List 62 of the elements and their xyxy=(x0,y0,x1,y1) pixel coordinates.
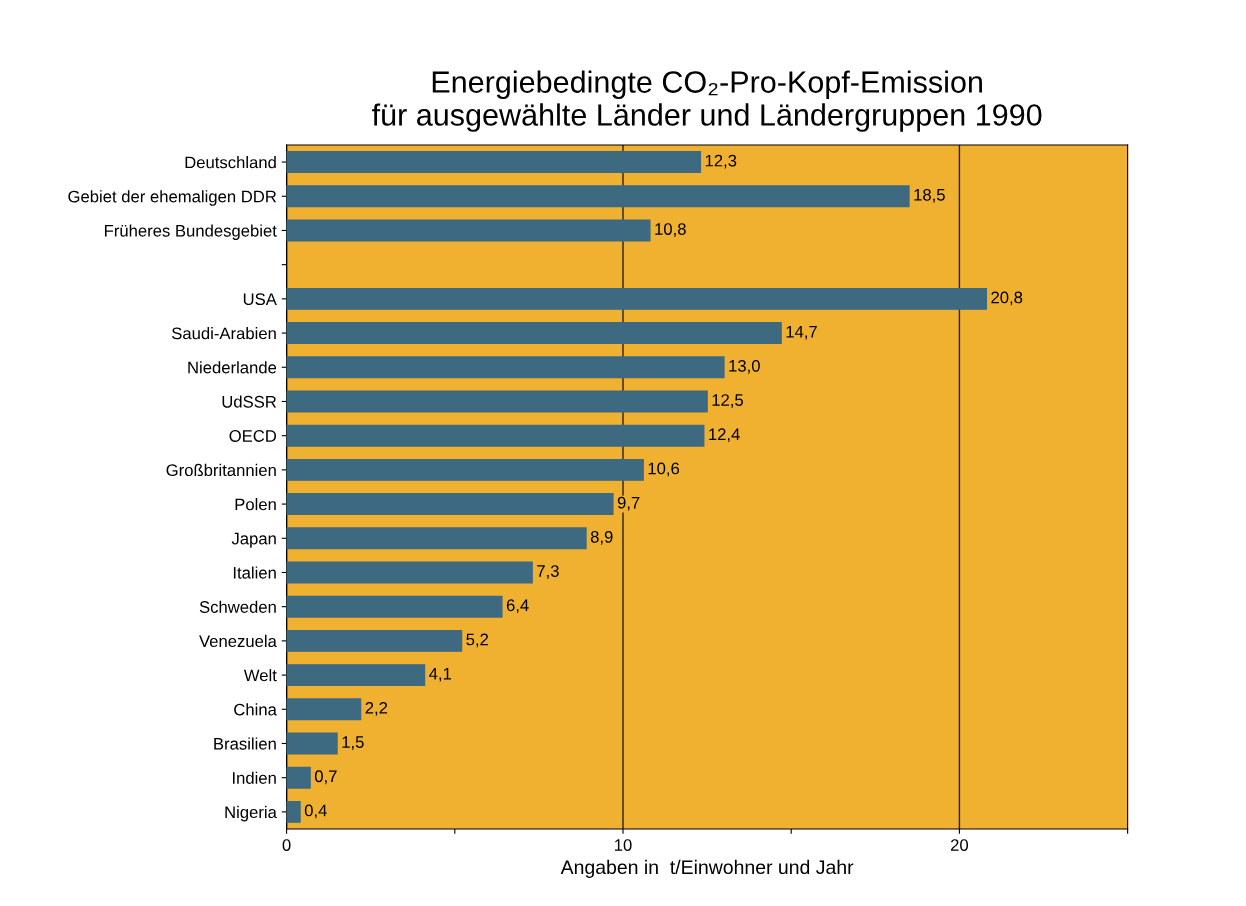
data-label: 7,3 xyxy=(537,565,559,579)
y-tick-label: Saudi-Arabien xyxy=(172,327,276,340)
data-label: 5,2 xyxy=(466,633,489,648)
data-label: 12,4 xyxy=(709,428,740,443)
bar xyxy=(286,458,644,481)
y-tick-label: Brasilien xyxy=(214,737,276,750)
data-label: 10,6 xyxy=(648,462,680,477)
data-label: 12,3 xyxy=(705,154,737,169)
data-label: 1,5 xyxy=(342,736,364,750)
y-tick-label: China xyxy=(234,703,277,716)
bar xyxy=(286,629,463,652)
y-tick-label: Niederlande xyxy=(188,361,277,374)
bar xyxy=(286,766,311,789)
y-tick-label: USA xyxy=(243,293,277,306)
bar xyxy=(286,595,503,618)
bar xyxy=(286,732,338,755)
bar xyxy=(286,151,702,174)
bar xyxy=(286,185,910,208)
y-tick-label: UdSSR xyxy=(222,395,277,408)
bar xyxy=(286,493,614,516)
x-tick-label: 20 xyxy=(950,839,969,851)
bar xyxy=(286,356,725,379)
bar xyxy=(286,561,533,584)
y-tick-label: Polen xyxy=(235,498,276,511)
bar xyxy=(286,664,426,687)
bar xyxy=(286,287,988,310)
bar xyxy=(286,698,362,721)
y-tick-label: Japan xyxy=(231,532,276,548)
x-axis-title: Angaben in t/Einwohner und Jahr xyxy=(560,859,854,878)
data-label: 9,7 xyxy=(617,496,640,511)
bar xyxy=(286,390,708,413)
y-tick-label: Nigeria xyxy=(225,805,277,822)
y-tick-label: Welt xyxy=(243,669,277,682)
data-label: 0,4 xyxy=(304,804,327,819)
data-label: 0,7 xyxy=(314,770,337,785)
y-tick-label: Indien xyxy=(232,771,276,784)
bar xyxy=(286,219,651,242)
data-label: 20,8 xyxy=(991,291,1023,306)
data-label: 6,4 xyxy=(506,599,529,614)
data-label: 13,0 xyxy=(729,359,760,374)
y-tick-label: OECD xyxy=(229,430,277,442)
y-tick-label: Gebiet der ehemaligen DDR xyxy=(68,190,277,206)
y-tick-label: Großbritannien xyxy=(166,463,276,477)
y-tick-label: Italien xyxy=(233,566,276,579)
data-label: 8,9 xyxy=(590,530,613,545)
bar xyxy=(286,322,782,345)
bar xyxy=(286,424,705,447)
data-label: 4,1 xyxy=(429,667,452,682)
y-tick-label: Venezuela xyxy=(199,634,277,648)
data-label: 12,5 xyxy=(712,394,744,408)
data-label: 18,5 xyxy=(914,188,945,203)
y-tick-label: Schweden xyxy=(199,600,276,613)
x-tick-label: 0 xyxy=(282,839,291,851)
data-label: 10,8 xyxy=(655,223,686,237)
y-tick-label: Früheres Bundesgebiet xyxy=(104,224,277,240)
chart-title: Energiebedingte CO₂-Pro-Kopf-Emission für ausgewählte Länder und Ländergruppen 1990 xyxy=(372,70,1042,132)
data-label: 2,2 xyxy=(365,701,388,716)
bar xyxy=(286,527,587,550)
bar xyxy=(286,800,301,823)
data-label: 14,7 xyxy=(786,325,817,340)
x-tick-label: 10 xyxy=(615,839,632,851)
y-tick-label: Deutschland xyxy=(185,156,276,169)
